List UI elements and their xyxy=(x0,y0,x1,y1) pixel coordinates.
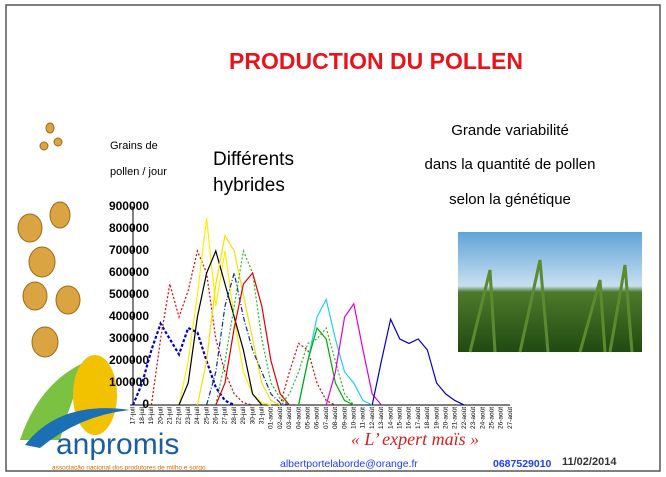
x-tick-label: 08-août xyxy=(332,407,339,429)
y-tick-label: 300000 xyxy=(109,331,149,345)
x-tick-label: 29-juil xyxy=(240,406,247,424)
photo xyxy=(458,232,642,352)
x-tick-label: 05-août xyxy=(305,407,312,429)
logo-text: anpromis xyxy=(56,428,179,461)
x-tick-label: 27-juil xyxy=(222,406,229,424)
phone: 0687529010 xyxy=(493,458,552,470)
x-tick-label: 02-août xyxy=(277,407,284,429)
y-tick-label: 500000 xyxy=(109,287,149,301)
x-tick-label: 19-juil xyxy=(148,406,155,424)
x-tick-label: 12-août xyxy=(369,407,376,429)
note: hybrides xyxy=(213,175,285,196)
x-tick-label: 23-août xyxy=(470,407,477,429)
x-tick-label: 31-juil xyxy=(259,406,266,424)
y-tick-label: 900000 xyxy=(109,199,149,213)
x-tick-label: 28-juil xyxy=(231,406,238,424)
x-tick-label: 10-août xyxy=(351,407,358,429)
note: dans la quantité de pollen xyxy=(425,156,596,173)
y-tick-label: 700000 xyxy=(109,243,149,257)
x-tick-label: 18-juil xyxy=(139,406,146,424)
x-tick-label: 23-juil xyxy=(185,406,192,424)
x-tick-label: 18-août xyxy=(424,407,431,429)
y-label: pollen / jour xyxy=(110,166,167,178)
x-tick-label: 22-juil xyxy=(176,406,183,424)
x-tick-label: 03-août xyxy=(286,407,293,429)
x-tick-label: 17-août xyxy=(415,407,422,429)
x-tick-label: 11-août xyxy=(360,407,367,429)
date: 11/02/2014 xyxy=(562,456,617,468)
y-label: Grains de xyxy=(110,140,158,152)
x-tick-label: 16-août xyxy=(406,407,413,429)
x-tick-label: 19-août xyxy=(433,407,440,429)
x-tick-label: 17-juil xyxy=(130,406,137,424)
x-tick-label: 20-août xyxy=(443,407,450,429)
logo-subtitle: associação nacional dos produtores de mi… xyxy=(52,465,206,472)
x-tick-label: 22-août xyxy=(461,407,468,429)
x-tick-label: 24-juil xyxy=(194,406,201,424)
y-tick-label: 800000 xyxy=(109,221,149,235)
x-tick-label: 06-août xyxy=(314,407,321,429)
x-tick-label: 24-août xyxy=(479,407,486,429)
x-tick-label: 25-juil xyxy=(203,406,210,424)
x-tick-label: 20-juil xyxy=(157,406,164,424)
y-tick-label: 200000 xyxy=(109,353,149,367)
x-tick-label: 25-août xyxy=(489,407,496,429)
x-tick-label: 27-août xyxy=(507,407,514,429)
x-tick-label: 21-juil xyxy=(167,406,174,424)
x-tick-label: 13-août xyxy=(378,407,385,429)
y-tick-label: 600000 xyxy=(109,265,149,279)
slogan: « L’ expert maïs » xyxy=(351,429,479,449)
x-tick-label: 21-août xyxy=(452,407,459,429)
x-tick-label: 30-juil xyxy=(249,406,256,424)
note: Grande variabilité xyxy=(451,122,569,139)
y-tick-label: 400000 xyxy=(109,309,149,323)
x-tick-label: 26-août xyxy=(498,407,505,429)
x-tick-label: 01-août xyxy=(268,407,275,429)
x-tick-label: 14-août xyxy=(387,407,394,429)
email: albertportelaborde@orange.fr xyxy=(280,458,418,470)
slide: PRODUCTION DU POLLEN Grains de pollen / … xyxy=(0,0,666,477)
y-tick-label: 100000 xyxy=(109,375,149,389)
x-tick-label: 07-août xyxy=(323,407,330,429)
x-tick-label: 15-août xyxy=(397,407,404,429)
x-tick-label: 26-juil xyxy=(213,406,220,424)
note: Différents xyxy=(213,149,294,170)
x-tick-label: 09-août xyxy=(341,407,348,429)
x-tick-label: 04-août xyxy=(295,407,302,429)
slide-title: PRODUCTION DU POLLEN xyxy=(229,48,523,74)
note: selon la génétique xyxy=(449,191,571,208)
